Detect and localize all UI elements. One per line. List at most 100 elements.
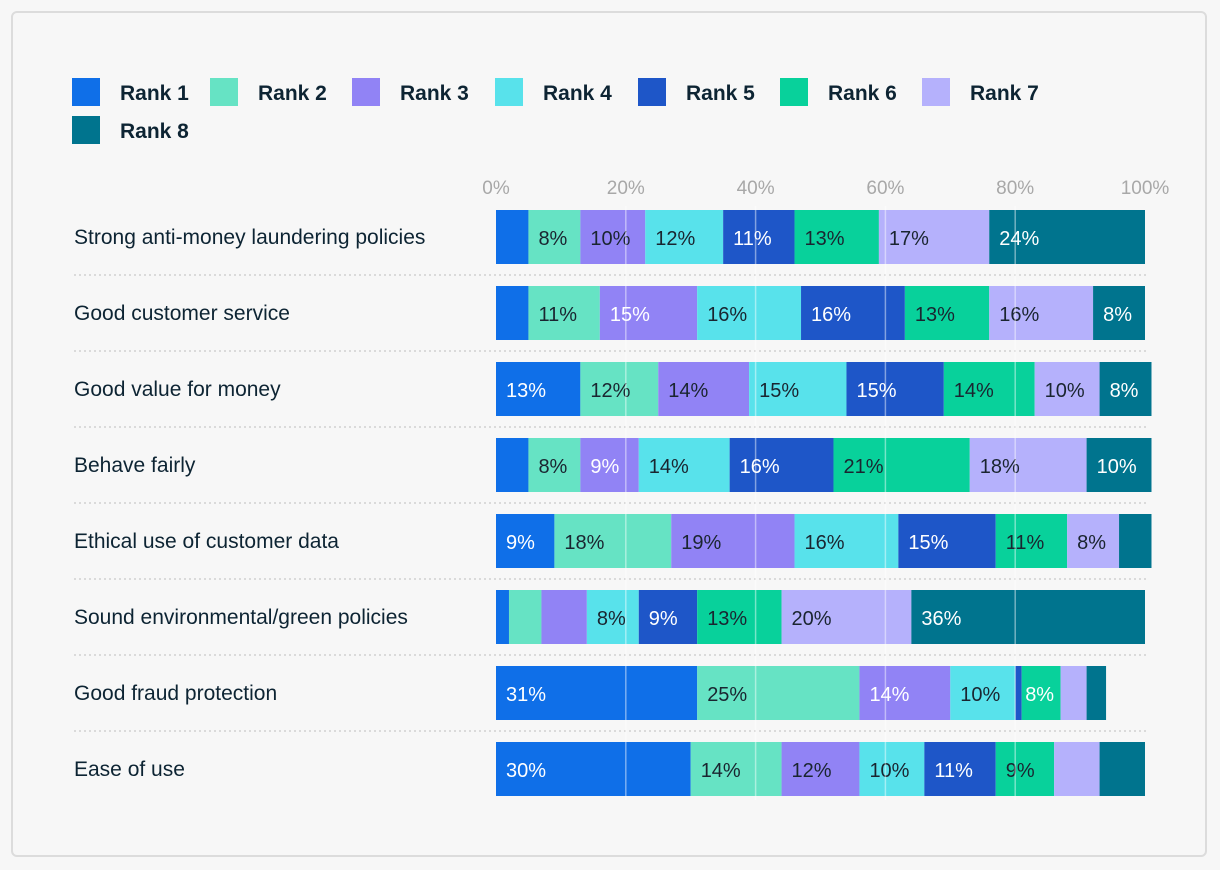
legend-label-rank-3: Rank 3 xyxy=(400,82,469,105)
bar-segment-rank-5 xyxy=(801,286,905,340)
bar-segment-rank-7 xyxy=(1034,362,1100,416)
category-label-good-customer-service: Good customer service xyxy=(74,302,290,325)
bar-segment-rank-6 xyxy=(995,742,1055,796)
category-label-ethical-use-of-customer-data: Ethical use of customer data xyxy=(74,530,339,553)
bar-segment-rank-3 xyxy=(580,210,646,264)
data-label: 9% xyxy=(590,456,619,478)
legend-label-rank-6: Rank 6 xyxy=(828,82,897,105)
bar-segment-rank-2 xyxy=(554,514,672,568)
legend-label-rank-2: Rank 2 xyxy=(258,82,327,105)
data-label: 16% xyxy=(999,304,1039,326)
bar-segment-rank-5 xyxy=(924,742,996,796)
data-label: 18% xyxy=(564,532,604,554)
data-label: 17% xyxy=(889,228,929,250)
legend-swatch-rank-8 xyxy=(72,116,100,144)
bar-segment-rank-3 xyxy=(580,438,639,492)
bar-segment-rank-4 xyxy=(586,590,639,644)
data-label: 12% xyxy=(792,760,832,782)
data-label: 19% xyxy=(681,532,721,554)
bar-segment-rank-6 xyxy=(904,286,990,340)
bar-segment-rank-7 xyxy=(989,286,1094,340)
legend-label-rank-7: Rank 7 xyxy=(970,82,1039,105)
data-label: 9% xyxy=(1006,760,1035,782)
bar-segment-rank-8 xyxy=(1093,286,1145,340)
data-label: 18% xyxy=(980,456,1020,478)
data-label: 21% xyxy=(843,456,883,478)
legend-label-rank-4: Rank 4 xyxy=(543,82,612,105)
legend-swatch-rank-4 xyxy=(495,78,523,106)
bar-segment-rank-5 xyxy=(846,362,944,416)
data-label: 11% xyxy=(538,304,577,326)
bar-segment-rank-2 xyxy=(697,666,860,720)
legend-swatch-rank-3 xyxy=(352,78,380,106)
bar-segment-rank-1 xyxy=(496,742,691,796)
data-label: 13% xyxy=(915,304,955,326)
legend-swatch-rank-5 xyxy=(638,78,666,106)
bar-segment-rank-1 xyxy=(496,210,529,264)
category-label-sound-environmental-green-policies: Sound environmental/green policies xyxy=(74,606,408,629)
data-label: 16% xyxy=(811,304,851,326)
bar-segment-rank-3 xyxy=(859,666,951,720)
data-label: 14% xyxy=(649,456,689,478)
bar-segment-rank-8 xyxy=(1099,742,1145,796)
data-label: 10% xyxy=(1045,380,1085,402)
bar-segment-rank-6 xyxy=(697,590,782,644)
bar-segment-rank-7 xyxy=(969,438,1087,492)
data-label: 8% xyxy=(597,608,626,630)
data-label: 25% xyxy=(707,684,747,706)
data-label: 9% xyxy=(506,532,535,554)
x-tick-label: 100% xyxy=(1121,178,1170,199)
data-label: 13% xyxy=(707,608,747,630)
data-label: 11% xyxy=(934,760,973,782)
data-label: 14% xyxy=(668,380,708,402)
bar-segment-rank-3 xyxy=(781,742,860,796)
bar-segment-rank-2 xyxy=(528,210,581,264)
data-label: 8% xyxy=(538,228,567,250)
data-label: 12% xyxy=(590,380,630,402)
bar-segment-rank-3 xyxy=(671,514,795,568)
bar-segment-rank-6 xyxy=(794,210,879,264)
category-label-good-value-for-money: Good value for money xyxy=(74,378,281,401)
bar-segment-rank-2 xyxy=(528,286,600,340)
bar-segment-rank-1 xyxy=(496,286,529,340)
category-label-behave-fairly: Behave fairly xyxy=(74,454,196,477)
data-label: 10% xyxy=(590,228,630,250)
data-label: 8% xyxy=(1025,684,1054,706)
data-label: 9% xyxy=(649,608,678,630)
bar-segment-rank-8 xyxy=(1099,362,1152,416)
legend-swatch-rank-6 xyxy=(780,78,808,106)
bar-segment-rank-7 xyxy=(781,590,912,644)
legend-label-rank-5: Rank 5 xyxy=(686,82,755,105)
data-label: 8% xyxy=(1103,304,1132,326)
bar-segment-rank-5 xyxy=(1015,666,1022,720)
data-label: 15% xyxy=(856,380,896,402)
data-label: 16% xyxy=(740,456,780,478)
x-tick-label: 60% xyxy=(866,178,904,199)
bar-segment-rank-1 xyxy=(496,438,529,492)
bar-segment-rank-6 xyxy=(995,514,1068,568)
data-label: 14% xyxy=(954,380,994,402)
bar-segment-rank-4 xyxy=(638,438,730,492)
data-label: 8% xyxy=(538,456,567,478)
bar-segment-rank-3 xyxy=(541,590,587,644)
bar-segment-rank-5 xyxy=(729,438,834,492)
data-label: 16% xyxy=(805,532,845,554)
bar-segment-rank-8 xyxy=(989,210,1145,264)
data-label: 11% xyxy=(733,228,772,250)
bar-segment-rank-3 xyxy=(658,362,750,416)
x-tick-label: 0% xyxy=(482,178,510,199)
bar-segment-rank-2 xyxy=(528,438,581,492)
data-label: 11% xyxy=(1006,532,1045,554)
legend-label-rank-1: Rank 1 xyxy=(120,82,189,105)
bar-segment-rank-6 xyxy=(943,362,1035,416)
data-label: 10% xyxy=(869,760,909,782)
bar-segment-rank-7 xyxy=(1067,514,1120,568)
bar-segment-rank-6 xyxy=(833,438,970,492)
bar-segment-rank-7 xyxy=(1054,742,1100,796)
bar-segment-rank-2 xyxy=(508,590,542,644)
data-label: 16% xyxy=(707,304,747,326)
bar-segment-rank-1 xyxy=(496,362,581,416)
category-label-ease-of-use: Ease of use xyxy=(74,758,185,781)
data-label: 12% xyxy=(655,228,695,250)
bar-segment-rank-3 xyxy=(599,286,698,340)
